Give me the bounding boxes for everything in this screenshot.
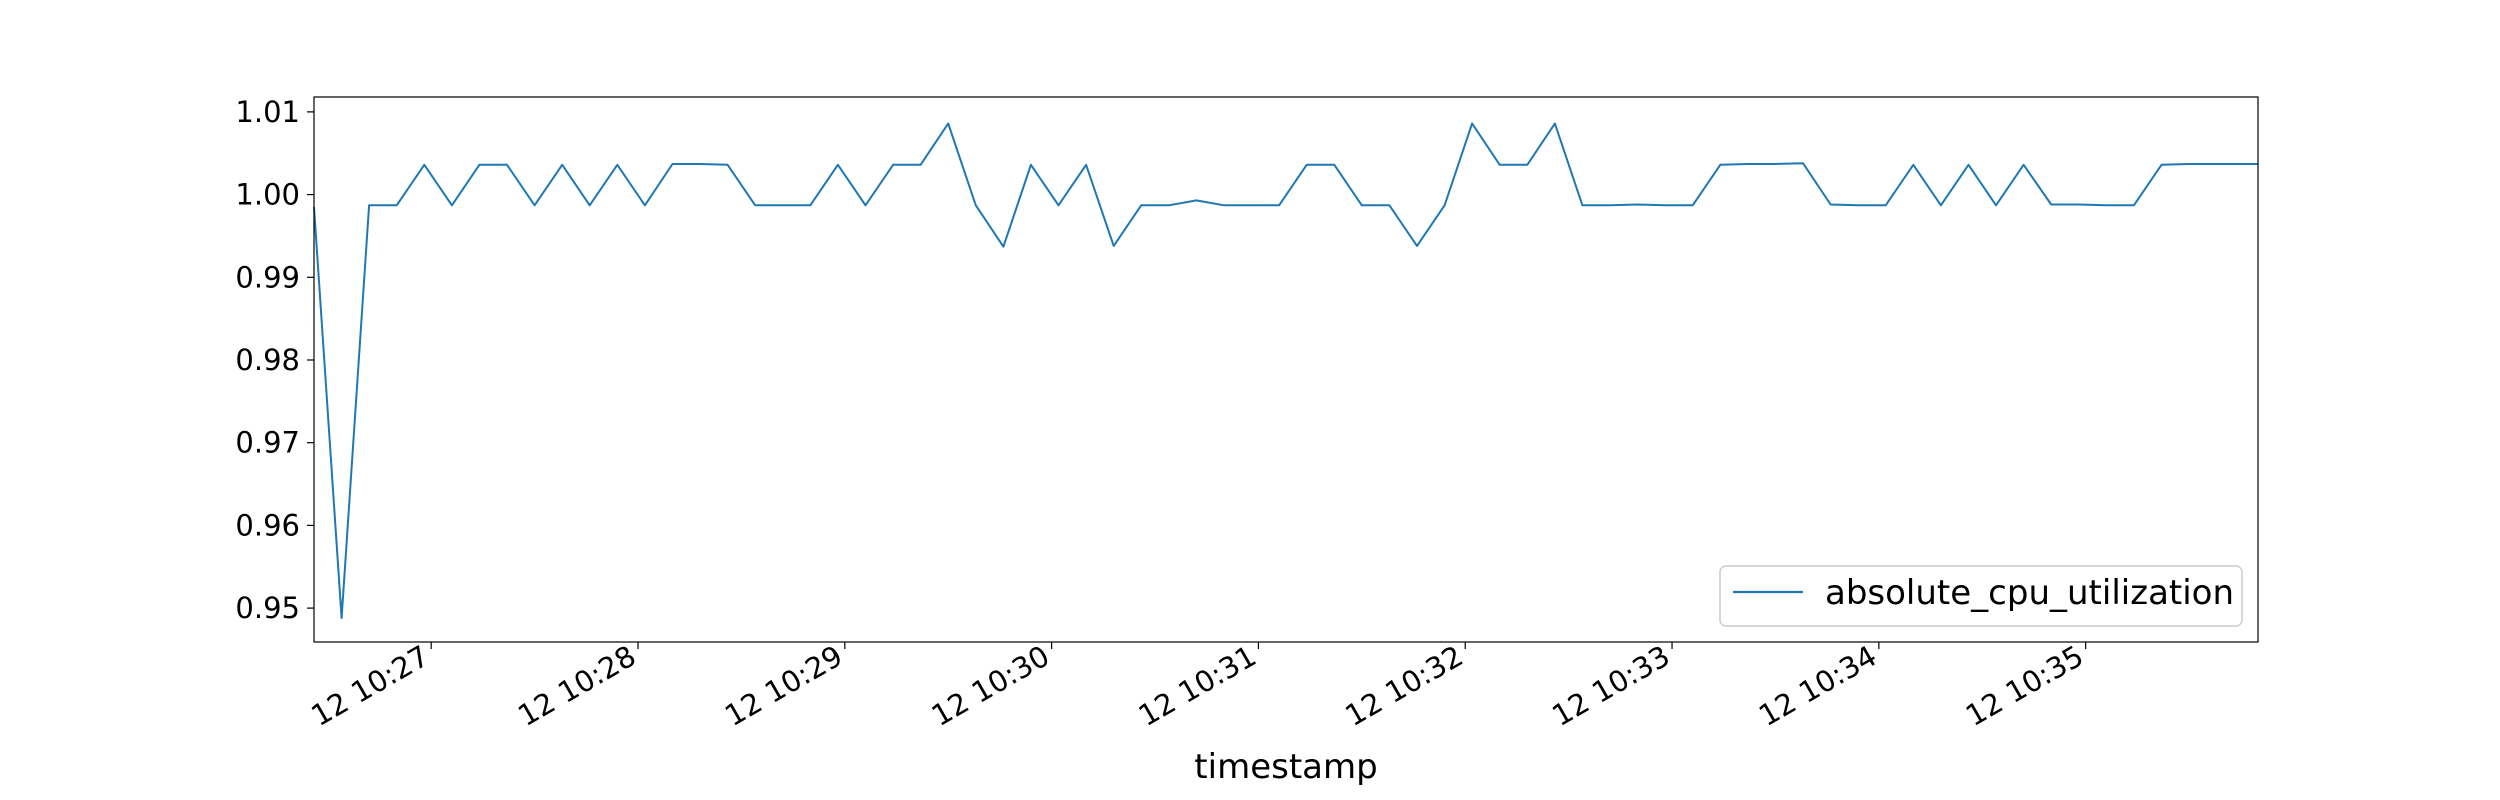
y-tick-label: 0.95 bbox=[235, 591, 300, 625]
legend-label: absolute_cpu_utilization bbox=[1825, 573, 2234, 613]
plot-area-frame bbox=[313, 96, 2259, 643]
y-tick-label: 1.01 bbox=[235, 95, 300, 129]
series-layer bbox=[313, 122, 2258, 619]
y-tick-label: 1.00 bbox=[235, 178, 300, 212]
y-tick-label: 0.97 bbox=[235, 426, 300, 460]
x-axis-label: timestamp bbox=[1194, 747, 1377, 787]
legend-frame bbox=[1719, 565, 2243, 627]
series-line-absolute-cpu-utilization bbox=[313, 122, 2258, 619]
y-axis: 0.95 0.96 0.97 0.98 0.99 1.00 1.01 bbox=[235, 95, 314, 625]
legend: absolute_cpu_utilization bbox=[1719, 565, 2243, 627]
y-tick-label: 0.96 bbox=[235, 508, 300, 542]
y-tick-label: 0.99 bbox=[235, 260, 300, 294]
y-tick-label: 0.98 bbox=[235, 343, 300, 377]
